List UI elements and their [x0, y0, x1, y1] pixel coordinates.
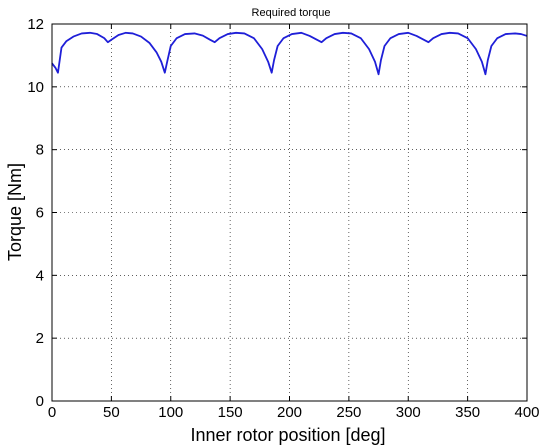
y-tick-label: 2 [36, 330, 44, 347]
y-tick-label: 0 [36, 393, 44, 410]
torque-series-line [51, 31, 528, 76]
x-tick-label: 300 [396, 404, 421, 421]
x-tick-label: 50 [103, 404, 120, 421]
x-axis-label: Inner rotor position [deg] [190, 425, 385, 445]
y-tick-label: 6 [36, 205, 44, 222]
y-tick-label: 4 [36, 267, 44, 284]
y-axis-label: Torque [Nm] [5, 163, 25, 261]
x-tick-label: 200 [277, 404, 302, 421]
chart-title: Required torque [252, 7, 331, 19]
plot-frame [51, 23, 528, 402]
grid [52, 24, 527, 401]
x-tick-label: 0 [48, 404, 56, 421]
x-tick-label: 350 [455, 404, 480, 421]
x-tick-label: 250 [336, 404, 361, 421]
axis-ticks: 0 50 100 150 200 250 300 350 400 0 2 4 6 8 10 12 [27, 16, 539, 421]
plot-series [51, 31, 528, 76]
x-tick-label: 400 [514, 404, 539, 421]
y-tick-label: 12 [27, 16, 44, 33]
x-tick-label: 150 [218, 404, 243, 421]
x-tick-label: 100 [158, 404, 183, 421]
y-tick-label: 8 [36, 142, 44, 159]
y-tick-label: 10 [27, 79, 44, 96]
